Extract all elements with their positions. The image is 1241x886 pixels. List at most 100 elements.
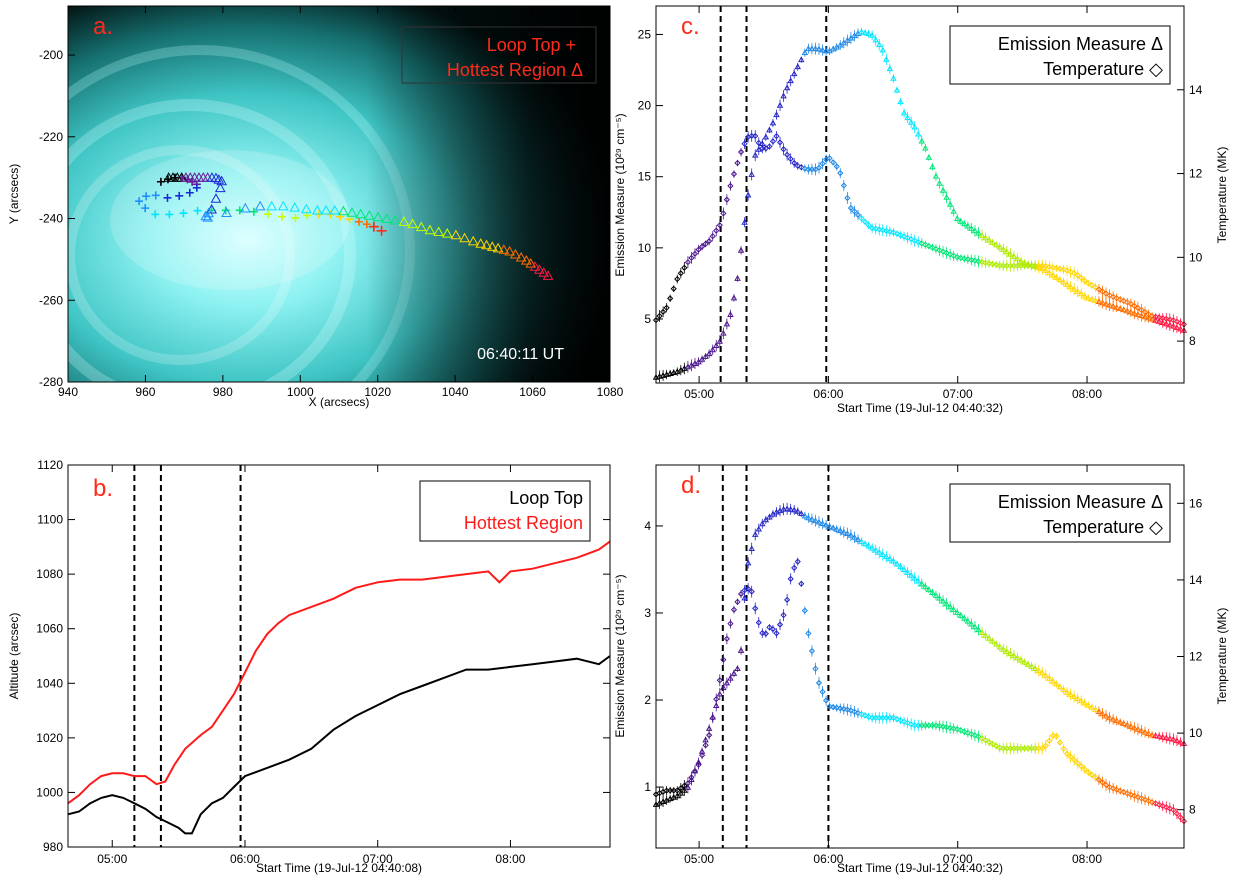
emission-measure-point	[1067, 283, 1074, 290]
emission-measure-point	[1017, 656, 1025, 663]
panel-c-ylabel: Emission Measure (10²⁹ cm⁻⁵)	[613, 113, 627, 276]
temperature-point	[830, 159, 837, 166]
temperature-point	[932, 722, 940, 729]
temperature-point	[752, 132, 759, 140]
temperature-point	[1078, 274, 1085, 282]
temperature-point	[1117, 787, 1124, 794]
emission-measure-point	[1173, 324, 1181, 330]
emission-measure-point	[1042, 671, 1050, 678]
emission-measure-point	[1145, 730, 1152, 737]
emission-measure-point	[1163, 320, 1170, 327]
temperature-point	[840, 705, 847, 713]
temperature-point	[943, 249, 950, 257]
emission-measure-point	[989, 239, 996, 245]
emission-measure-point	[1085, 294, 1092, 301]
emission-measure-point	[1010, 652, 1018, 659]
emission-measure-point	[1081, 699, 1089, 706]
emission-measure-point	[936, 594, 943, 601]
temperature-point	[1117, 296, 1124, 303]
temperature-point	[982, 737, 989, 744]
temperature-point	[663, 304, 670, 311]
loop-top-marker	[376, 225, 387, 236]
emission-measure-point	[1074, 695, 1081, 702]
loop-top-marker	[165, 210, 174, 219]
emission-measure-point	[929, 163, 936, 170]
emission-measure-point	[1124, 307, 1131, 314]
hottest-region-marker	[214, 182, 226, 193]
temperature-point	[1085, 769, 1092, 776]
panel-a-frame	[67, 5, 611, 383]
temperature-point	[1063, 267, 1071, 274]
hottest-region-marker	[210, 193, 222, 203]
legend-a-hottest: Hottest Region Δ	[447, 60, 583, 80]
temperature-point	[812, 665, 819, 672]
emission-measure-point	[776, 101, 784, 108]
temperature-point	[684, 780, 691, 787]
temperature-point	[985, 739, 993, 746]
emission-measure-point	[794, 507, 801, 514]
temperature-point	[861, 218, 869, 225]
temperature-point	[674, 787, 681, 794]
temperature-point	[794, 162, 801, 169]
emission-measure-point	[922, 144, 929, 151]
temperature-point	[1053, 265, 1060, 272]
emission-measure-point	[1106, 714, 1113, 721]
loop-top-marker	[151, 191, 160, 200]
emission-measure-point	[886, 555, 894, 562]
emission-measure-point	[879, 46, 887, 53]
temperature-point	[1163, 804, 1170, 811]
emission-measure-point	[1010, 253, 1018, 259]
y-tick-label: 1040	[36, 676, 63, 690]
emission-measure-point	[890, 557, 897, 564]
temperature-point	[677, 270, 684, 277]
temperature-point	[1046, 737, 1053, 744]
hottest-region-marker	[355, 208, 367, 219]
hottest-region-marker	[475, 238, 487, 248]
temperature-point	[890, 714, 897, 722]
emission-measure-point	[1024, 660, 1032, 667]
emission-measure-point	[734, 665, 741, 672]
emission-measure-point	[840, 528, 848, 535]
temperature-point	[691, 250, 699, 257]
x-tick-label: 1000	[287, 385, 314, 399]
loop-top-marker	[368, 221, 379, 232]
temperature-point	[1166, 805, 1173, 812]
x-tick-label: 05:00	[684, 387, 714, 401]
emission-measure-point	[893, 86, 901, 93]
emission-measure-point	[783, 505, 791, 512]
temperature-point	[1039, 262, 1046, 269]
emission-measure-point	[964, 617, 972, 624]
emission-measure-point	[1014, 654, 1021, 661]
temperature-point	[1053, 733, 1060, 740]
temperature-point	[709, 714, 716, 722]
emission-measure-point	[904, 114, 911, 121]
temperature-point	[954, 254, 961, 261]
temperature-point	[1159, 802, 1166, 810]
temperature-point	[737, 590, 745, 598]
temperature-point	[677, 785, 684, 792]
emission-measure-point	[1063, 688, 1071, 695]
emission-measure-point	[1102, 712, 1110, 719]
temperature-point	[1056, 739, 1064, 746]
emission-measure-point	[975, 626, 982, 633]
x-tick-label: 06:00	[230, 852, 260, 866]
hottest-region-marker	[538, 267, 550, 277]
emission-measure-point	[1109, 302, 1117, 309]
panel-c-y2label: Temperature (MK)	[1215, 147, 1229, 244]
emission-measure-point	[1166, 321, 1174, 328]
temperature-point	[1113, 295, 1120, 302]
temperature-point	[1124, 790, 1131, 797]
legend-b-hottest: Hottest Region	[464, 513, 583, 533]
emission-measure-point	[872, 36, 879, 43]
temperature-point	[1138, 306, 1145, 314]
y-tick-label: 1100	[37, 513, 63, 527]
temperature-point	[1074, 760, 1081, 767]
y-tick-label: 20	[638, 99, 652, 113]
emission-measure-point	[953, 609, 961, 615]
emission-measure-point	[1177, 325, 1184, 332]
temperature-point	[1170, 317, 1177, 324]
emission-measure-point	[808, 45, 816, 52]
emission-measure-point	[1095, 708, 1103, 715]
x-tick-label: 08:00	[495, 852, 525, 866]
temperature-point	[1163, 315, 1170, 322]
